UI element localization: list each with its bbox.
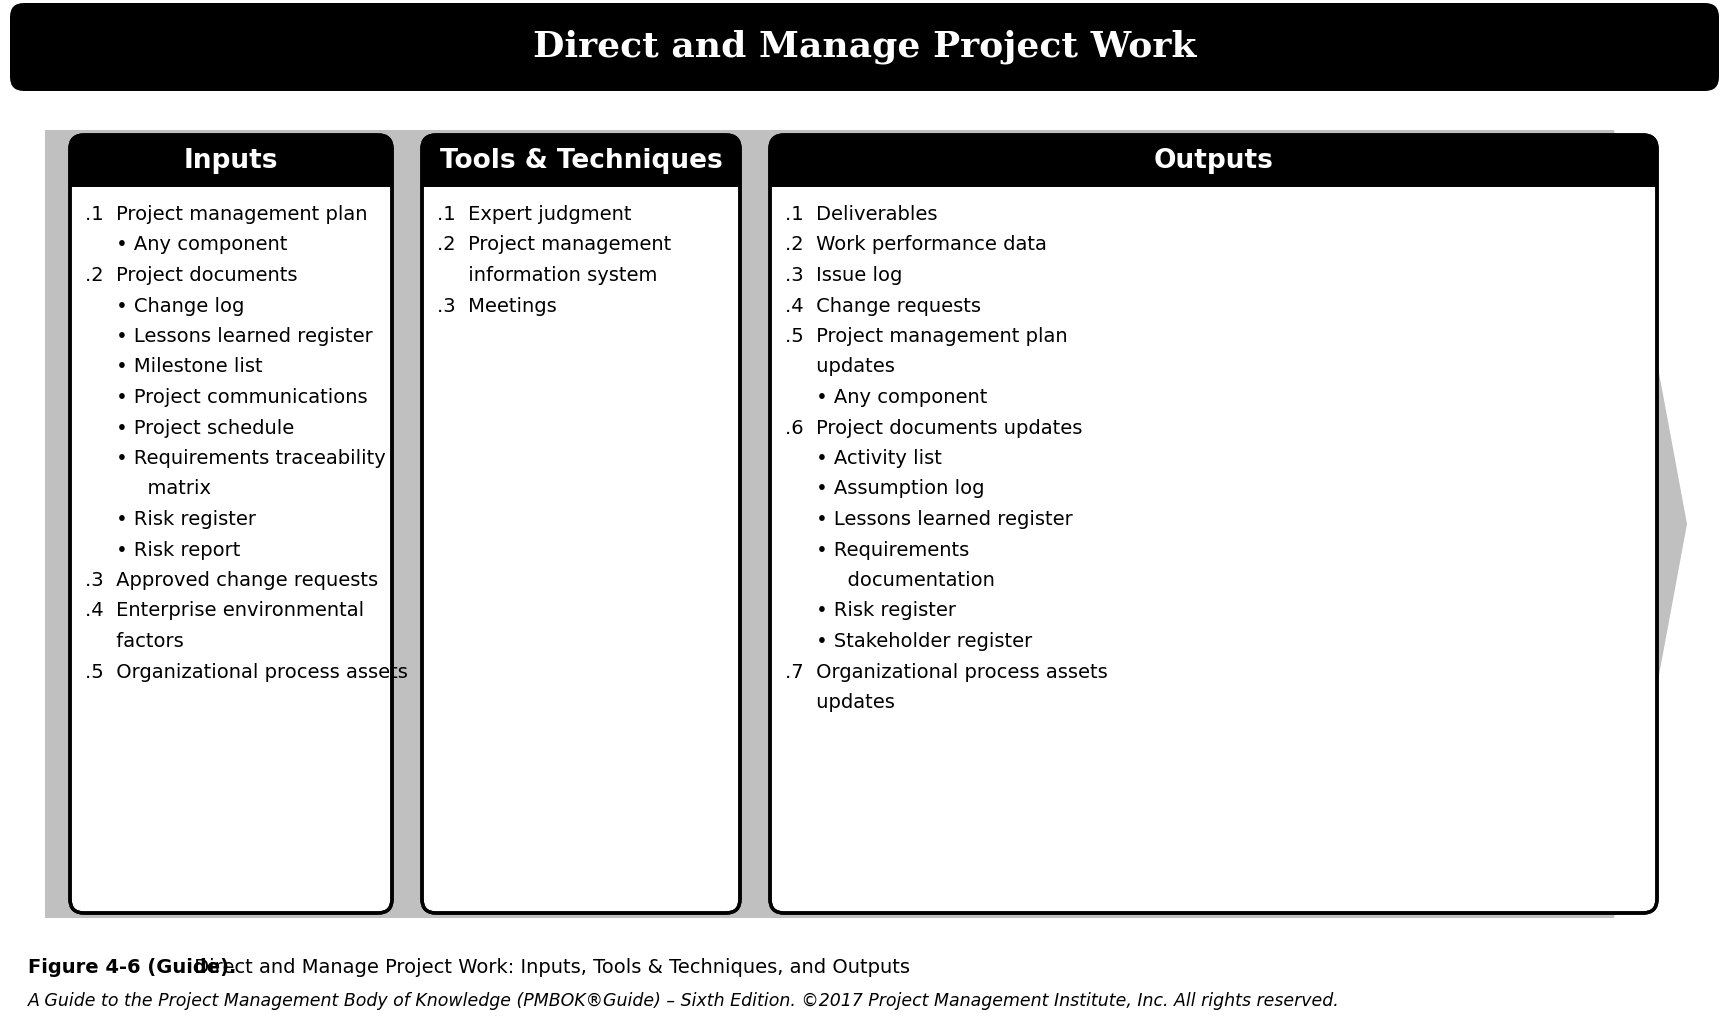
FancyBboxPatch shape: [769, 135, 1656, 187]
Text: .3  Meetings: .3 Meetings: [437, 297, 557, 315]
Text: .4  Enterprise environmental: .4 Enterprise environmental: [85, 602, 365, 620]
FancyBboxPatch shape: [769, 135, 1656, 913]
Text: A Guide to the Project Management Body of Knowledge (PMBOK®Guide) – Sixth Editio: A Guide to the Project Management Body o…: [28, 992, 1340, 1010]
Text: .2  Work performance data: .2 Work performance data: [785, 236, 1046, 254]
Text: updates: updates: [785, 357, 896, 377]
Text: .1  Expert judgment: .1 Expert judgment: [437, 205, 631, 224]
Text: • Requirements traceability: • Requirements traceability: [85, 449, 386, 468]
Text: Tools & Techniques: Tools & Techniques: [439, 148, 723, 174]
Text: Direct and Manage Project Work: Inputs, Tools & Techniques, and Outputs: Direct and Manage Project Work: Inputs, …: [188, 958, 909, 977]
Text: • Project schedule: • Project schedule: [85, 418, 294, 438]
Text: Outputs: Outputs: [1153, 148, 1274, 174]
Text: factors: factors: [85, 632, 183, 651]
Text: .1  Deliverables: .1 Deliverables: [785, 205, 937, 224]
Text: information system: information system: [437, 266, 657, 285]
Text: .2  Project documents: .2 Project documents: [85, 266, 297, 285]
Text: updates: updates: [785, 693, 896, 712]
Text: • Risk report: • Risk report: [85, 541, 240, 559]
Text: • Risk register: • Risk register: [785, 602, 956, 620]
Text: .6  Project documents updates: .6 Project documents updates: [785, 418, 1082, 438]
Polygon shape: [45, 130, 1688, 918]
Text: .2  Project management: .2 Project management: [437, 236, 671, 254]
Text: .3  Issue log: .3 Issue log: [785, 266, 903, 285]
Text: • Assumption log: • Assumption log: [785, 480, 984, 499]
Text: • Milestone list: • Milestone list: [85, 357, 263, 377]
Text: Direct and Manage Project Work: Direct and Manage Project Work: [533, 30, 1196, 64]
FancyBboxPatch shape: [422, 135, 740, 187]
FancyBboxPatch shape: [69, 135, 392, 913]
Text: .5  Organizational process assets: .5 Organizational process assets: [85, 662, 408, 682]
Text: matrix: matrix: [85, 480, 211, 499]
FancyBboxPatch shape: [10, 3, 1719, 91]
Text: • Any component: • Any component: [85, 236, 287, 254]
Text: • Risk register: • Risk register: [85, 510, 256, 529]
Text: .7  Organizational process assets: .7 Organizational process assets: [785, 662, 1108, 682]
Text: Inputs: Inputs: [183, 148, 278, 174]
Text: • Requirements: • Requirements: [785, 541, 970, 559]
Bar: [71, 159, 391, 187]
Text: • Lessons learned register: • Lessons learned register: [85, 327, 373, 346]
Text: documentation: documentation: [785, 571, 994, 590]
Text: .3  Approved change requests: .3 Approved change requests: [85, 571, 379, 590]
Bar: [771, 159, 1656, 187]
Text: • Change log: • Change log: [85, 297, 244, 315]
Text: .5  Project management plan: .5 Project management plan: [785, 327, 1067, 346]
Text: • Project communications: • Project communications: [85, 388, 368, 407]
Text: • Any component: • Any component: [785, 388, 987, 407]
Text: • Stakeholder register: • Stakeholder register: [785, 632, 1032, 651]
Text: .1  Project management plan: .1 Project management plan: [85, 205, 368, 224]
Text: Figure 4-6 (Guide).: Figure 4-6 (Guide).: [28, 958, 237, 977]
Text: • Activity list: • Activity list: [785, 449, 942, 468]
Text: • Lessons learned register: • Lessons learned register: [785, 510, 1072, 529]
FancyBboxPatch shape: [422, 135, 740, 913]
Text: .4  Change requests: .4 Change requests: [785, 297, 980, 315]
Bar: [424, 159, 738, 187]
FancyBboxPatch shape: [69, 135, 392, 187]
